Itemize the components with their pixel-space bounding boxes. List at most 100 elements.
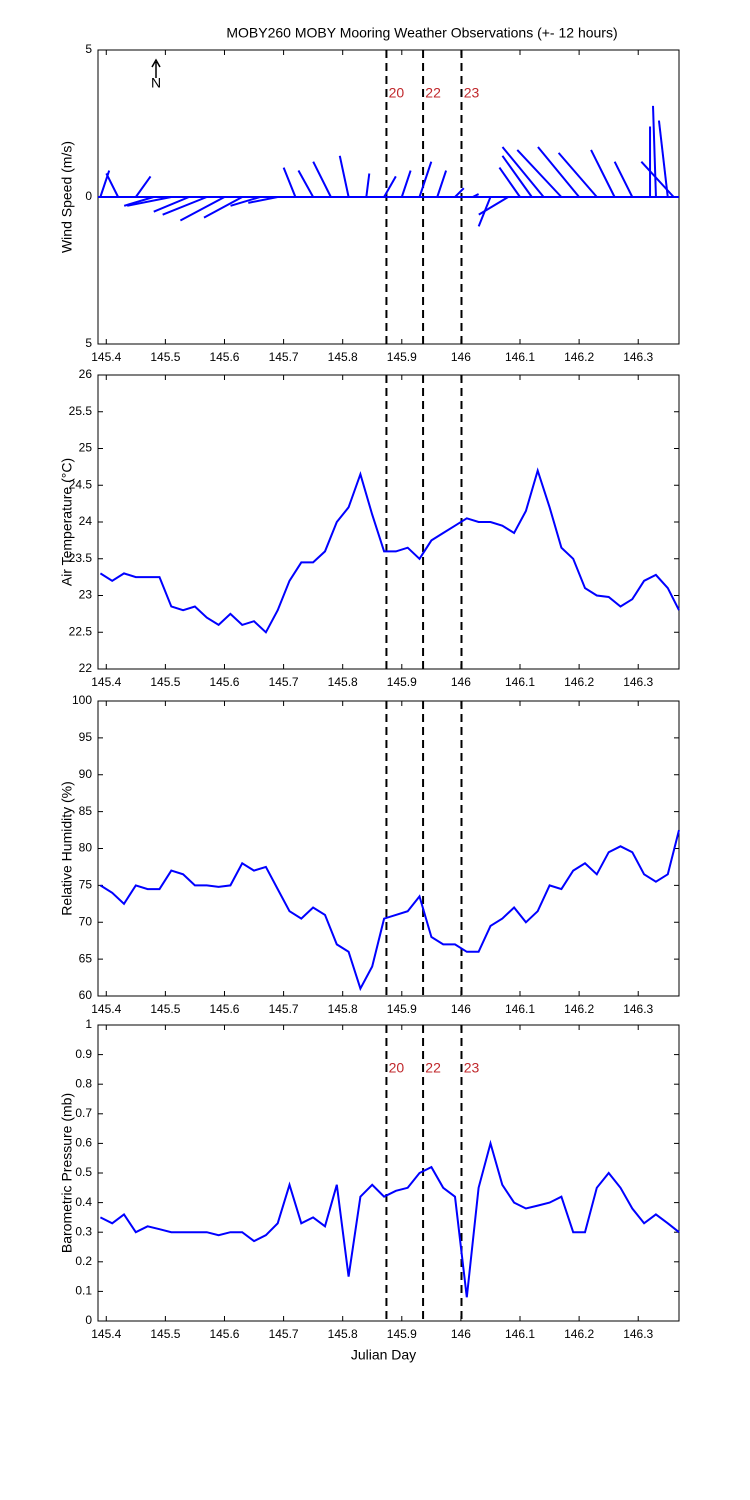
x-tick-label: 145.4 bbox=[91, 1327, 121, 1341]
y-tick-label: 22 bbox=[79, 661, 93, 675]
x-tick-label: 145.7 bbox=[269, 1002, 299, 1016]
y-tick-label: 80 bbox=[79, 841, 93, 855]
event-label: 22 bbox=[425, 85, 441, 101]
x-tick-label: 145.6 bbox=[209, 350, 239, 364]
y-tick-label: 0.4 bbox=[75, 1195, 92, 1209]
y-axis-label: Wind Speed (m/s) bbox=[59, 141, 75, 253]
x-tick-label: 145.7 bbox=[269, 675, 299, 689]
x-tick-label: 146.1 bbox=[505, 1327, 535, 1341]
x-tick-label: 145.8 bbox=[328, 675, 358, 689]
x-tick-label: 146.3 bbox=[623, 675, 653, 689]
y-tick-label: 0.8 bbox=[75, 1076, 92, 1090]
wind-stick bbox=[478, 196, 509, 216]
data-line bbox=[99, 467, 680, 634]
wind-stick bbox=[162, 196, 208, 216]
y-tick-label: 60 bbox=[79, 988, 93, 1002]
wind-stick bbox=[123, 196, 154, 207]
x-tick-label: 146.3 bbox=[623, 1002, 653, 1016]
wind-stick bbox=[203, 196, 243, 219]
y-tick-label: 85 bbox=[79, 804, 93, 818]
wind-stick bbox=[312, 161, 332, 198]
wind-stick bbox=[105, 173, 119, 198]
x-tick-label: 145.4 bbox=[91, 350, 121, 364]
wind-stick bbox=[613, 161, 634, 198]
y-tick-label: 26 bbox=[79, 367, 93, 381]
x-tick-label: 146.1 bbox=[505, 675, 535, 689]
wind-stick bbox=[126, 196, 172, 207]
x-tick-label: 146.2 bbox=[564, 675, 594, 689]
wind-stick bbox=[472, 193, 480, 198]
x-tick-label: 145.5 bbox=[150, 350, 180, 364]
event-label: 23 bbox=[464, 85, 480, 101]
y-axis-label: Air Temperature (°C) bbox=[59, 458, 75, 586]
x-tick-label: 145.9 bbox=[387, 350, 417, 364]
y-tick-label: 95 bbox=[79, 730, 93, 744]
y-tick-label: 100 bbox=[72, 693, 92, 707]
wind-stick bbox=[454, 187, 465, 198]
y-tick-label: 0.3 bbox=[75, 1224, 92, 1238]
y-tick-label: 0 bbox=[85, 1313, 92, 1327]
x-tick-label: 145.9 bbox=[387, 675, 417, 689]
y-tick-label: 0.1 bbox=[75, 1284, 92, 1298]
x-tick-label: 146.2 bbox=[564, 350, 594, 364]
wind-stick bbox=[338, 155, 350, 198]
data-line bbox=[99, 1139, 680, 1298]
x-tick-label: 145.8 bbox=[328, 1002, 358, 1016]
x-tick-label: 145.5 bbox=[150, 675, 180, 689]
wind-stick bbox=[365, 173, 371, 198]
wind-stick bbox=[383, 175, 397, 198]
y-tick-label: 0.6 bbox=[75, 1136, 92, 1150]
y-tick-label: 22.5 bbox=[69, 624, 93, 638]
x-tick-label: 145.6 bbox=[209, 1327, 239, 1341]
event-label: 20 bbox=[389, 85, 405, 101]
x-tick-label: 145.5 bbox=[150, 1327, 180, 1341]
x-tick-label: 146.2 bbox=[564, 1002, 594, 1016]
north-arrow bbox=[151, 58, 161, 78]
x-tick-label: 146.3 bbox=[623, 350, 653, 364]
wind-stick bbox=[537, 146, 580, 198]
y-tick-label: 0.7 bbox=[75, 1106, 92, 1120]
y-tick-label: 24 bbox=[79, 514, 93, 528]
y-tick-label: 5 bbox=[85, 336, 92, 350]
wind-stick bbox=[135, 175, 152, 198]
event-label: 20 bbox=[389, 1060, 405, 1076]
x-tick-label: 145.8 bbox=[328, 350, 358, 364]
wind-stick bbox=[640, 161, 675, 198]
y-tick-label: 65 bbox=[79, 951, 93, 965]
y-tick-label: 23.5 bbox=[69, 551, 93, 565]
x-tick-label: 146 bbox=[451, 675, 471, 689]
x-tick-label: 145.6 bbox=[209, 675, 239, 689]
y-tick-label: 70 bbox=[79, 914, 93, 928]
wind-stick bbox=[557, 152, 598, 198]
x-tick-label: 146.2 bbox=[564, 1327, 594, 1341]
wind-stick bbox=[418, 161, 433, 198]
y-tick-label: 23 bbox=[79, 588, 93, 602]
x-tick-label: 145.7 bbox=[269, 1327, 299, 1341]
chart-title: MOBY260 MOBY Mooring Weather Observation… bbox=[226, 25, 617, 41]
y-tick-label: 0.9 bbox=[75, 1047, 92, 1061]
x-tick-label: 146.1 bbox=[505, 350, 535, 364]
wind-stick bbox=[297, 170, 315, 198]
wind-stick bbox=[153, 196, 190, 213]
y-tick-label: 0 bbox=[85, 189, 92, 203]
x-tick-label: 145.9 bbox=[387, 1002, 417, 1016]
wind-stick bbox=[501, 146, 545, 198]
x-tick-label: 146.3 bbox=[623, 1327, 653, 1341]
y-tick-label: 75 bbox=[79, 878, 93, 892]
wind-stick bbox=[498, 167, 521, 198]
wind-stick bbox=[230, 196, 261, 207]
wind-stick bbox=[282, 167, 297, 198]
x-tick-label: 146 bbox=[451, 350, 471, 364]
wind-stick bbox=[516, 149, 563, 198]
data-line bbox=[99, 829, 680, 992]
y-tick-label: 90 bbox=[79, 767, 93, 781]
event-label: 23 bbox=[464, 1060, 480, 1076]
wind-stick bbox=[657, 120, 669, 198]
y-tick-label: 1 bbox=[85, 1017, 92, 1031]
y-tick-label: 25 bbox=[79, 441, 93, 455]
x-tick-label: 145.6 bbox=[209, 1002, 239, 1016]
y-axis-label: Relative Humidity (%) bbox=[59, 781, 75, 916]
y-axis-label: Barometric Pressure (mb) bbox=[59, 1093, 75, 1253]
wind-stick bbox=[652, 105, 657, 198]
